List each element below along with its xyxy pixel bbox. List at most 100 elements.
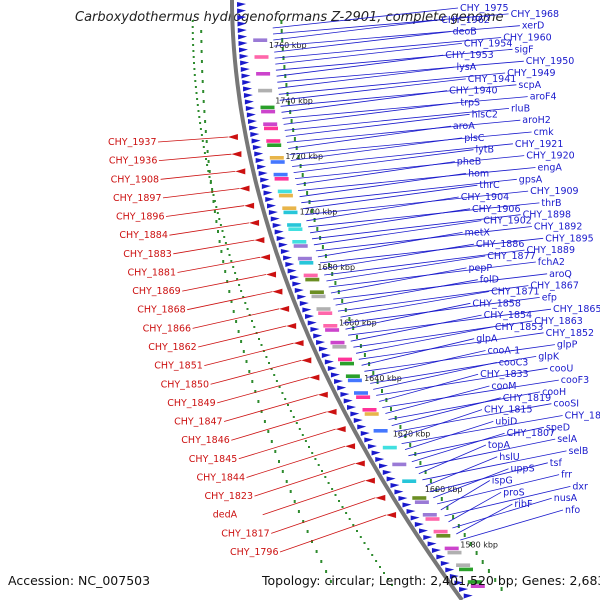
kbp-mark-label: 1580 kbp [460,541,498,550]
forward-leader-line [425,456,498,487]
forward-gene-arrow [463,593,473,599]
forward-leader-line [452,497,552,529]
cog-box [309,290,324,294]
kbp-mark-label: 1760 kbp [269,41,307,50]
gc-skew-dot [232,266,235,268]
reverse-gene-arrow [354,460,365,467]
gc-skew-dot [193,68,196,70]
gc-track-dot [228,290,231,293]
gc-content-dot [313,218,316,222]
gc-skew-dot [356,530,358,532]
forward-gene-label: aroQ [549,269,572,280]
kbp-mark-label: 1740 kbp [275,97,313,106]
gc-track-dot [281,470,284,473]
forward-gene-arrow [237,15,247,20]
forward-leader-line [429,462,548,493]
forward-gene-arrow [258,171,268,176]
forward-leader-line [278,72,506,95]
gc-content-dot [292,128,295,132]
reverse-gene-label: CHY_1884 [119,230,168,241]
cog-box [260,105,275,110]
gc-track-dot [202,90,205,93]
gc-skew-dot [375,560,378,562]
gc-track-dot [201,80,204,83]
forward-gene-label: CHY_1807 [507,428,556,439]
reverse-leader-line [262,480,366,516]
forward-leader-line [308,202,540,228]
gc-track-dot [248,370,251,373]
reverse-leader-line [246,445,346,478]
gc-track-dot [274,450,277,453]
forward-leader-line [382,379,559,408]
forward-leader-line [422,450,567,481]
forward-gene-label: cooA-1 [488,346,521,357]
gc-skew-dot [258,338,260,340]
gc-track-dot [245,360,248,363]
forward-gene-arrow [240,60,250,66]
forward-gene-arrow [324,359,334,365]
forward-gene-arrow [337,385,347,391]
gc-track-dot [257,400,260,403]
gc-skew-dot [317,464,320,466]
forward-leader-line [299,173,467,198]
reverse-leader-line [160,171,236,180]
forward-gene-label: dxr [572,481,588,492]
cog-box [292,240,307,244]
gc-skew-dot [345,512,348,514]
gc-track-dot [207,160,210,163]
reverse-gene-arrow [375,494,386,501]
gc-skew-dot [238,284,241,286]
forward-gene-label: CHY_1960 [503,33,552,44]
forward-gene-label: CHY_1953 [445,50,494,61]
cog-box [256,72,271,76]
kbp-scale: 1760 kbp 1740 kbp 1720 kbp 1700 kbp 1680 kbp… [269,41,498,550]
forward-gene-arrow [360,431,370,436]
reverse-gene-arrow [254,237,265,244]
gc-content-dot [463,533,466,537]
gc-track-dot [240,340,243,343]
gc-track-dot [293,500,296,503]
gc-skew-dot [311,452,314,454]
cog-box [436,534,451,538]
gc-content-dot [452,515,455,519]
forward-gene-label: CHY_1854 [484,310,533,321]
reverse-gene-arrow [244,202,255,209]
reverse-leader-line [254,463,355,497]
gc-track-dot [242,350,245,353]
gc-skew-dot [195,92,198,94]
gc-content-dot [494,578,497,582]
reverse-gene-label: CHY_1897 [113,193,162,204]
gc-content-dot [381,389,383,393]
reverse-leader-line [217,377,310,404]
gc-skew-dot [236,278,239,280]
forward-leader-line [385,385,490,414]
cog-box [323,324,338,328]
gc-skew-dot [191,32,194,34]
reverse-gene-label: CHY_1851 [154,361,203,372]
forward-gene-label: cooC3 [499,357,529,368]
forward-leader-line [276,54,444,77]
gc-content-dot [297,155,300,159]
gc-skew-dot [211,188,214,190]
gc-track-dot [315,550,318,553]
cog-box [264,126,278,131]
gc-track-dot [204,130,207,133]
forward-gene-arrow [237,2,247,7]
reverse-strand-features [227,134,397,518]
gc-skew-dot [348,518,351,520]
forward-gene-label: CHY_1889 [527,245,576,256]
forward-gene-arrow [250,132,260,137]
forward-gene-arrow [283,255,293,261]
forward-gene-arrow [289,275,299,280]
cog-box [277,189,292,194]
forward-gene-arrow [252,145,262,150]
forward-gene-label: ubiD [495,416,517,427]
cog-box [332,345,347,349]
forward-gene-label: lysA [457,62,477,73]
reverse-gene-arrow [364,477,375,484]
gc-track-dot [213,210,216,213]
forward-gene-arrow [267,203,277,209]
forward-gene-arrow [310,327,320,332]
